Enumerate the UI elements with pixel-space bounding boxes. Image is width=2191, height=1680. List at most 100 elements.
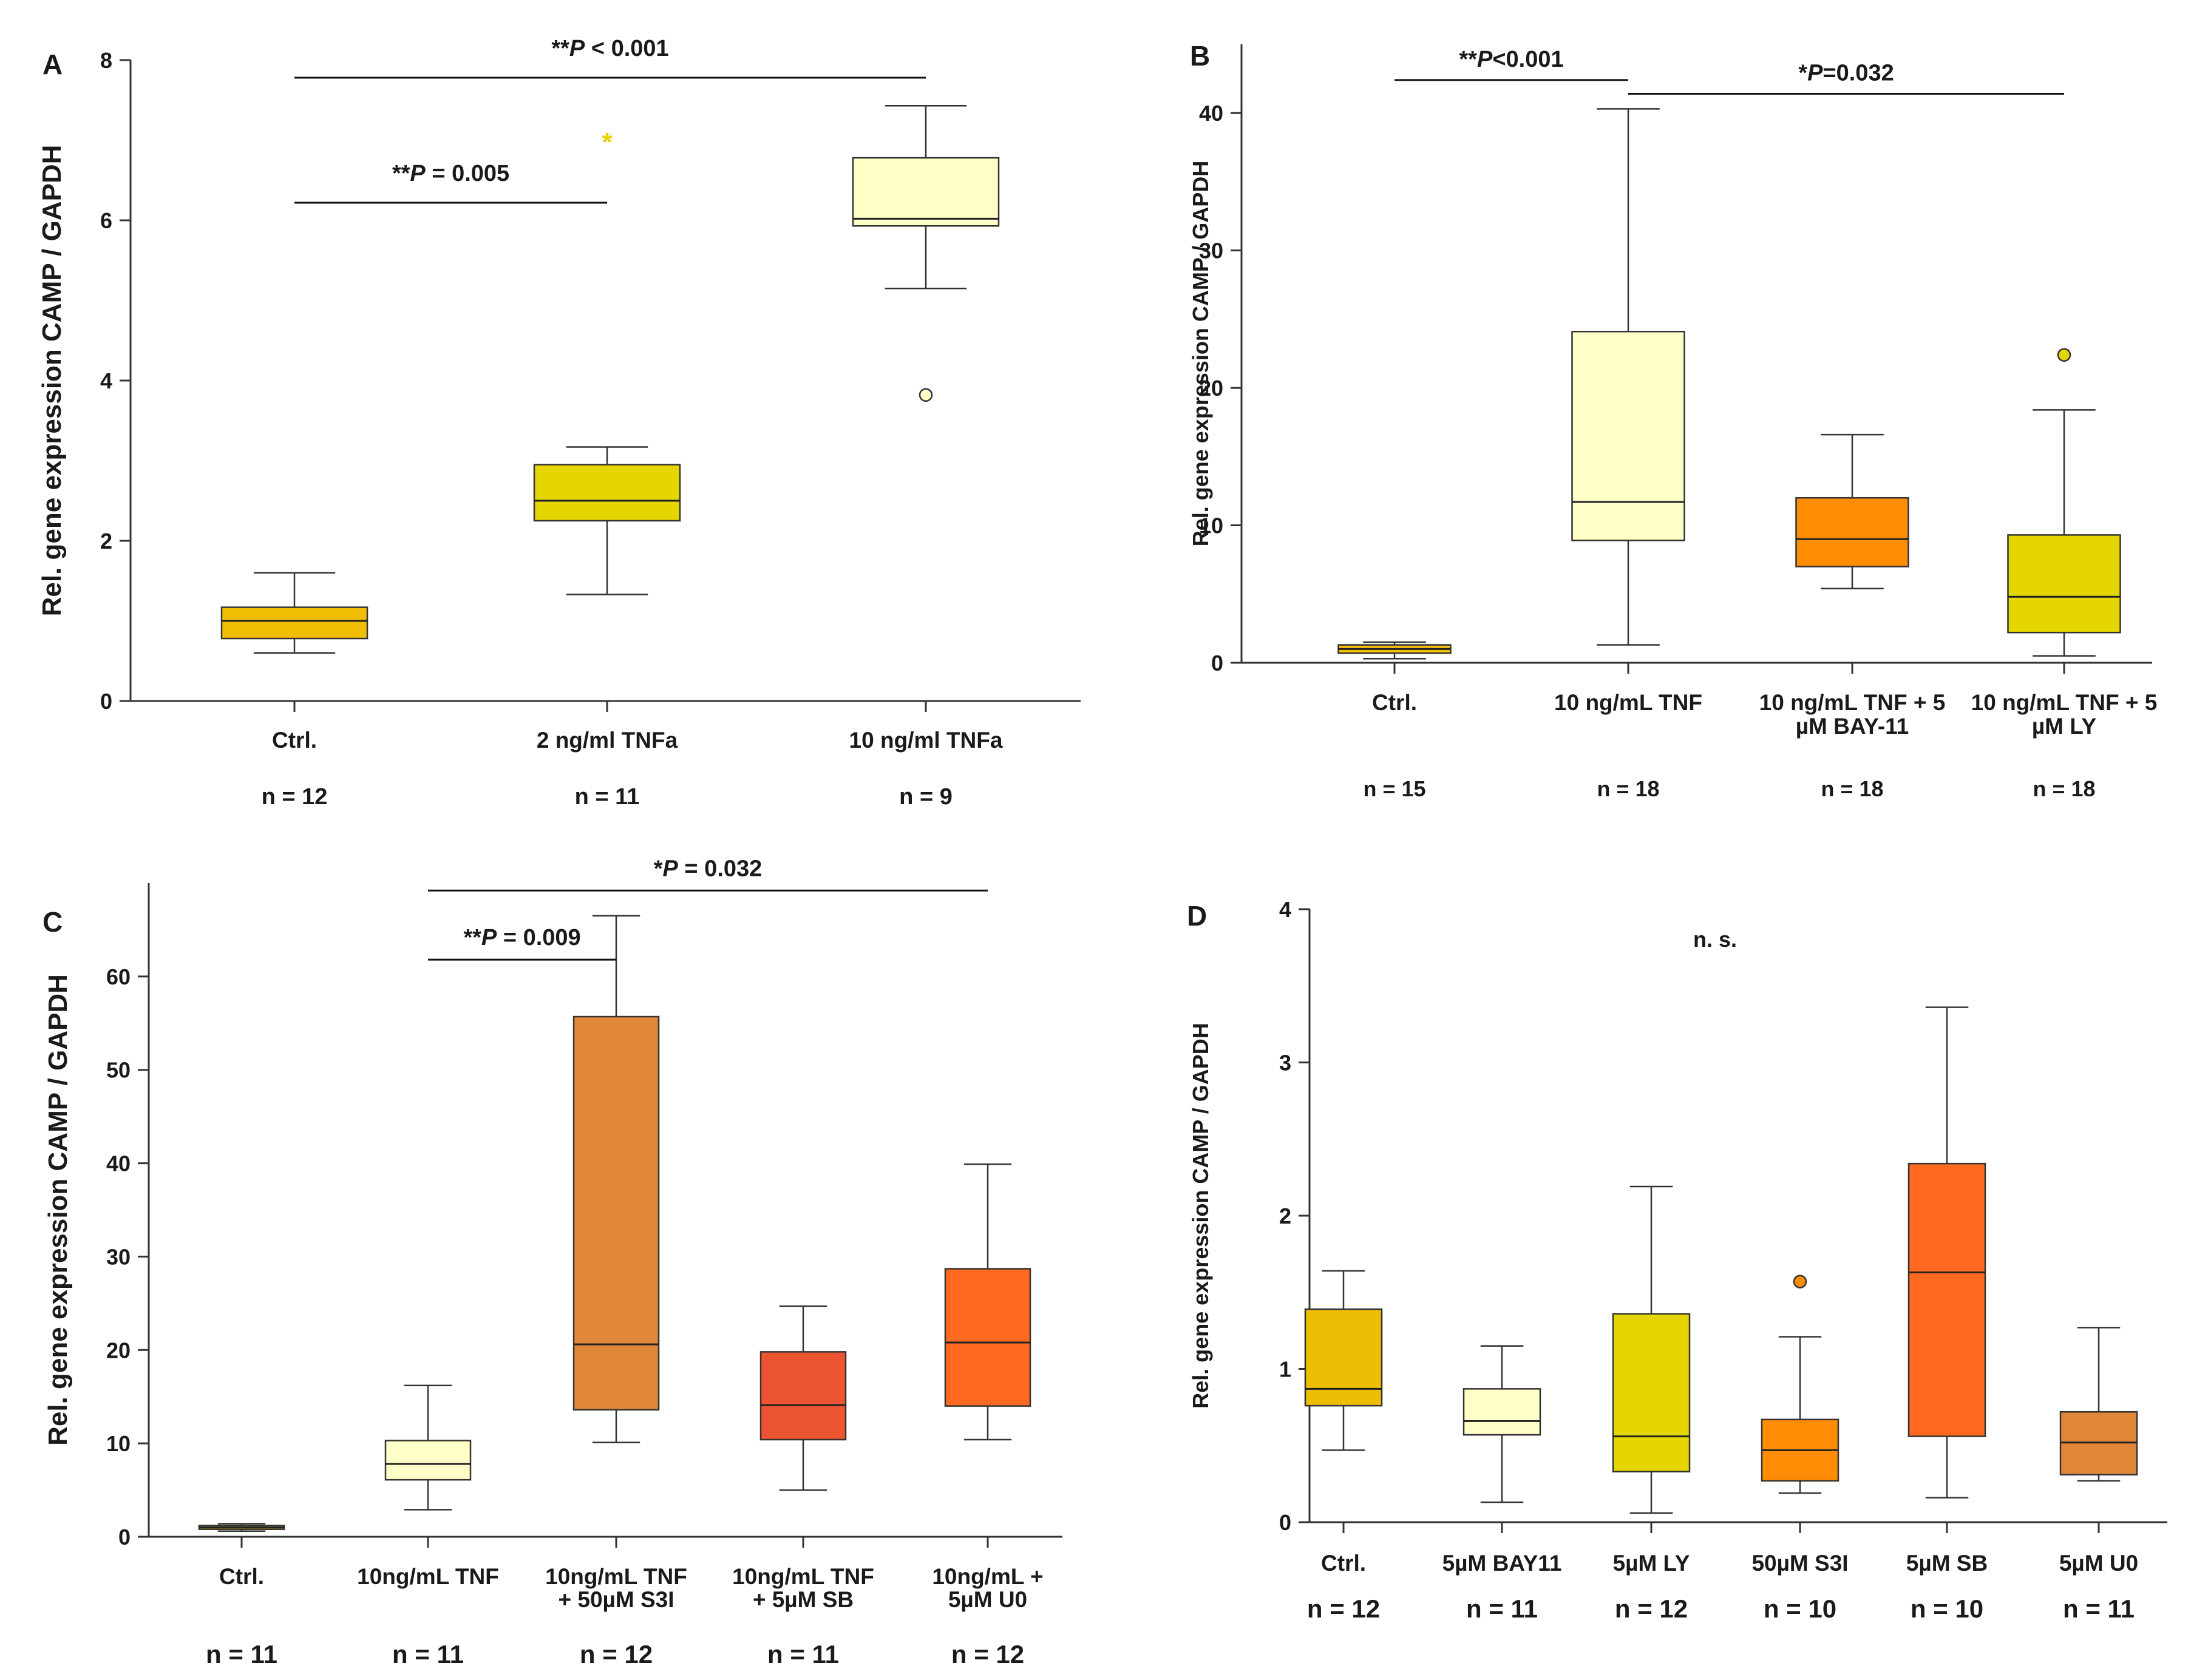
y-tick-label: 0 xyxy=(100,689,112,714)
y-tick-label: 40 xyxy=(1199,101,1223,126)
y-tick-label: 8 xyxy=(100,48,112,73)
n-count-label: n = 12 xyxy=(580,1640,653,1668)
x-category-label: 10ng/mL TNF + 5µM SB xyxy=(732,1564,874,1612)
y-tick-label: 60 xyxy=(106,964,131,989)
x-category-label: 10 ng/mL TNF + 5 µM LY xyxy=(1971,690,2158,739)
x-category-label: Ctrl. xyxy=(1321,1551,1366,1576)
box-body xyxy=(1571,331,1685,541)
n-count-label: n = 18 xyxy=(2033,776,2095,801)
x-category-label: 50µM S3I xyxy=(1751,1551,1848,1576)
box-body xyxy=(2007,534,2121,634)
box-2 xyxy=(1571,108,1685,646)
box-body xyxy=(220,606,369,640)
significance-label: **P<0.001 xyxy=(1459,47,1563,72)
x-category-label: 10ng/mL +5µM U0 xyxy=(932,1564,1043,1612)
significance-label: **P = 0.009 xyxy=(463,925,580,950)
y-tick-label: 4 xyxy=(100,368,112,393)
y-tick-label: 30 xyxy=(106,1244,131,1269)
n-count-label: n = 9 xyxy=(899,784,953,810)
n-count-label: n = 18 xyxy=(1821,776,1883,801)
panel-letter: B xyxy=(1190,40,1210,72)
n-count-label: n = 12 xyxy=(951,1640,1024,1668)
y-tick-label: 10 xyxy=(106,1431,131,1456)
n-count-label: n = 10 xyxy=(1911,1594,1983,1623)
y-tick-label: 0 xyxy=(1211,651,1223,676)
y-tick-label: 1 xyxy=(1279,1357,1291,1382)
n-count-label: n = 12 xyxy=(262,784,328,810)
box-body xyxy=(384,1440,472,1481)
panel-B: B Rel. gene expression CAMP / GAPDH 0 10 20 3… xyxy=(1188,40,2157,801)
box-body xyxy=(533,464,681,522)
y-tick-label: 6 xyxy=(100,208,112,233)
y-axis-label: Rel. gene expression CAMP / GAPDH xyxy=(1188,1023,1213,1409)
y-tick-label: 20 xyxy=(1199,376,1223,401)
panel-letter: A xyxy=(42,49,63,80)
n-count-label: n = 11 xyxy=(392,1640,464,1668)
x-category-label: 10ng/mL TNF + 50µM S3I xyxy=(545,1564,687,1612)
x-category-label: 5µM U0 xyxy=(2059,1551,2138,1576)
panel-C: C Rel. gene expression CAMP / GAPDH 0 10 20 3… xyxy=(42,856,1062,1668)
x-category-label: 5µM BAY11 xyxy=(1442,1551,1562,1576)
box-3 xyxy=(1795,433,1909,589)
annotation-ns: n. s. xyxy=(1693,927,1737,952)
x-category-label: 10 ng/mL TNF xyxy=(1554,690,1702,715)
x-category-label: Ctrl. xyxy=(272,728,317,753)
y-axis-label: Rel. gene expression CAMP / GAPDH xyxy=(1188,161,1213,547)
y-axis-label: Rel. gene expression CAMP / GAPDH xyxy=(37,145,67,617)
significance-label: *P = 0.032 xyxy=(654,856,763,881)
x-category-label: 10ng/mL TNF xyxy=(357,1564,499,1589)
box-1 xyxy=(198,1523,285,1533)
n-count-label: n = 11 xyxy=(767,1640,839,1668)
box-1 xyxy=(1304,1270,1383,1451)
n-count-label: n = 15 xyxy=(1363,776,1425,801)
significance-label: *P=0.032 xyxy=(1798,61,1894,86)
y-tick-label: 0 xyxy=(1279,1510,1291,1535)
y-tick-label: 10 xyxy=(1199,513,1223,538)
y-tick-label: 2 xyxy=(100,529,112,554)
n-count-label: n = 11 xyxy=(1466,1594,1538,1623)
significance-label: **P = 0.005 xyxy=(392,161,509,186)
outlier-point xyxy=(2057,348,2071,362)
box-2 xyxy=(533,446,681,595)
box-body xyxy=(759,1351,847,1441)
n-count-label: n = 18 xyxy=(1597,776,1659,801)
x-category-label: 5µM SB xyxy=(1906,1551,1988,1576)
box-3 xyxy=(852,104,1000,290)
outlier-point xyxy=(919,388,933,402)
panel-A: A Rel. gene expression CAMP / GAPDH 0 2 4 6 8 C… xyxy=(37,36,1081,810)
box-body xyxy=(852,157,1000,227)
y-tick-label: 0 xyxy=(118,1525,131,1550)
box-body xyxy=(1462,1388,1541,1436)
box-body xyxy=(944,1268,1031,1407)
box-body xyxy=(1907,1162,1986,1437)
box-4 xyxy=(2007,409,2121,657)
x-category-label: 10 ng/mL TNF + 5 µM BAY-11 xyxy=(1759,690,1946,739)
panel-letter: D xyxy=(1187,900,1207,932)
y-tick-label: 40 xyxy=(106,1151,131,1176)
n-count-label: n = 11 xyxy=(206,1640,277,1668)
x-category-label: 2 ng/ml TNFa xyxy=(537,728,678,753)
n-count-label: n = 11 xyxy=(2063,1594,2135,1623)
box-1 xyxy=(220,572,369,654)
panel-letter: C xyxy=(42,906,63,938)
x-category-label: 5µM LY xyxy=(1613,1551,1690,1576)
y-tick-label: 20 xyxy=(106,1338,131,1363)
box-1 xyxy=(1337,641,1452,660)
y-tick-label: 30 xyxy=(1199,239,1223,263)
box-2 xyxy=(1462,1345,1541,1503)
panel-D: D Rel. gene expression CAMP / GAPDH 0 1 2 3 4 C… xyxy=(1187,897,2167,1623)
significance-label: **P < 0.001 xyxy=(551,36,668,61)
outlier-star: * xyxy=(602,127,613,157)
box-2 xyxy=(384,1384,472,1511)
y-axis-label: Rel. gene expression CAMP / GAPDH xyxy=(43,974,73,1446)
n-count-label: n = 12 xyxy=(1307,1594,1380,1623)
box-body xyxy=(1612,1313,1691,1472)
y-tick-label: 3 xyxy=(1279,1051,1291,1075)
n-count-label: n = 11 xyxy=(575,784,640,810)
x-category-label: Ctrl. xyxy=(1372,690,1417,715)
box-4 xyxy=(759,1305,847,1491)
box-body xyxy=(1304,1308,1383,1407)
box-3 xyxy=(1612,1185,1691,1514)
box-6 xyxy=(2059,1327,2138,1482)
box-3 xyxy=(572,915,660,1443)
